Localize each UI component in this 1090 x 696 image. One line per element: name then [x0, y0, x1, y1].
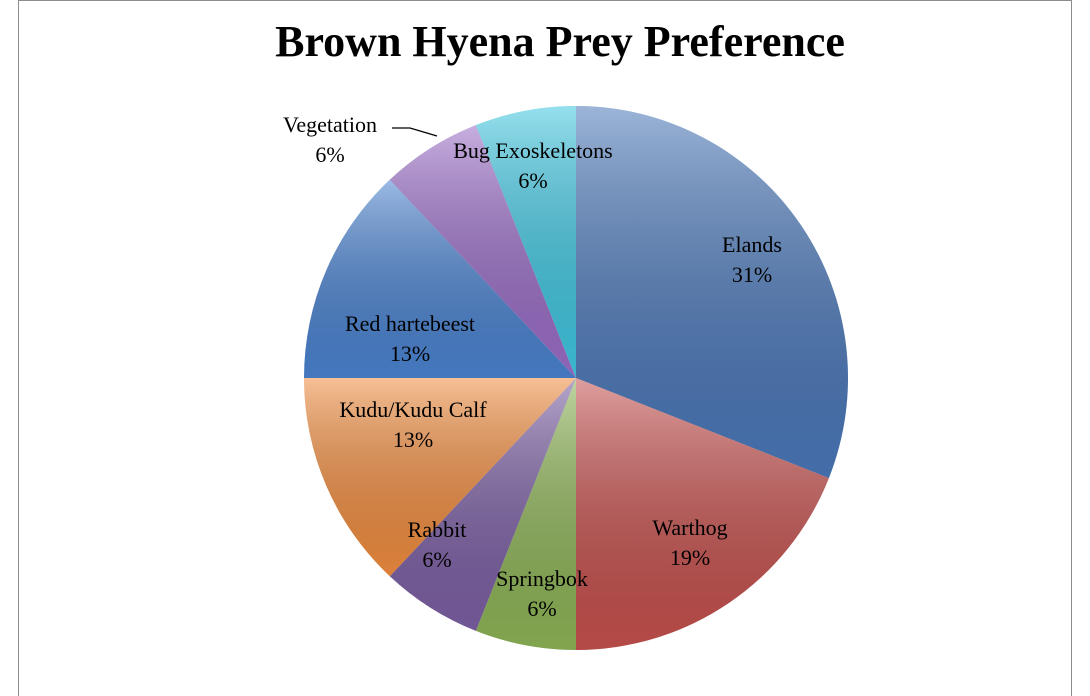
- slice-label: Vegetation: [283, 112, 377, 137]
- slice-label: Warthog: [652, 515, 727, 540]
- slice-label: Kudu/Kudu Calf: [339, 397, 487, 422]
- slice-value-label: 19%: [670, 545, 710, 570]
- slice-label: Elands: [722, 232, 782, 257]
- slice-value-label: 6%: [422, 547, 451, 572]
- slice-value-label: 31%: [732, 262, 772, 287]
- slice-value-label: 13%: [390, 341, 430, 366]
- slice-value-label: 6%: [315, 142, 344, 167]
- chart-title: Brown Hyena Prey Preference: [275, 17, 845, 66]
- slice-label: Rabbit: [408, 517, 467, 542]
- slice-value-label: 6%: [518, 168, 547, 193]
- slice-value-label: 13%: [393, 427, 433, 452]
- slice-value-label: 6%: [527, 596, 556, 621]
- slice-label: Springbok: [496, 566, 588, 591]
- slice-label: Red hartebeest: [345, 311, 475, 336]
- slice-label: Bug Exoskeletons: [453, 138, 613, 163]
